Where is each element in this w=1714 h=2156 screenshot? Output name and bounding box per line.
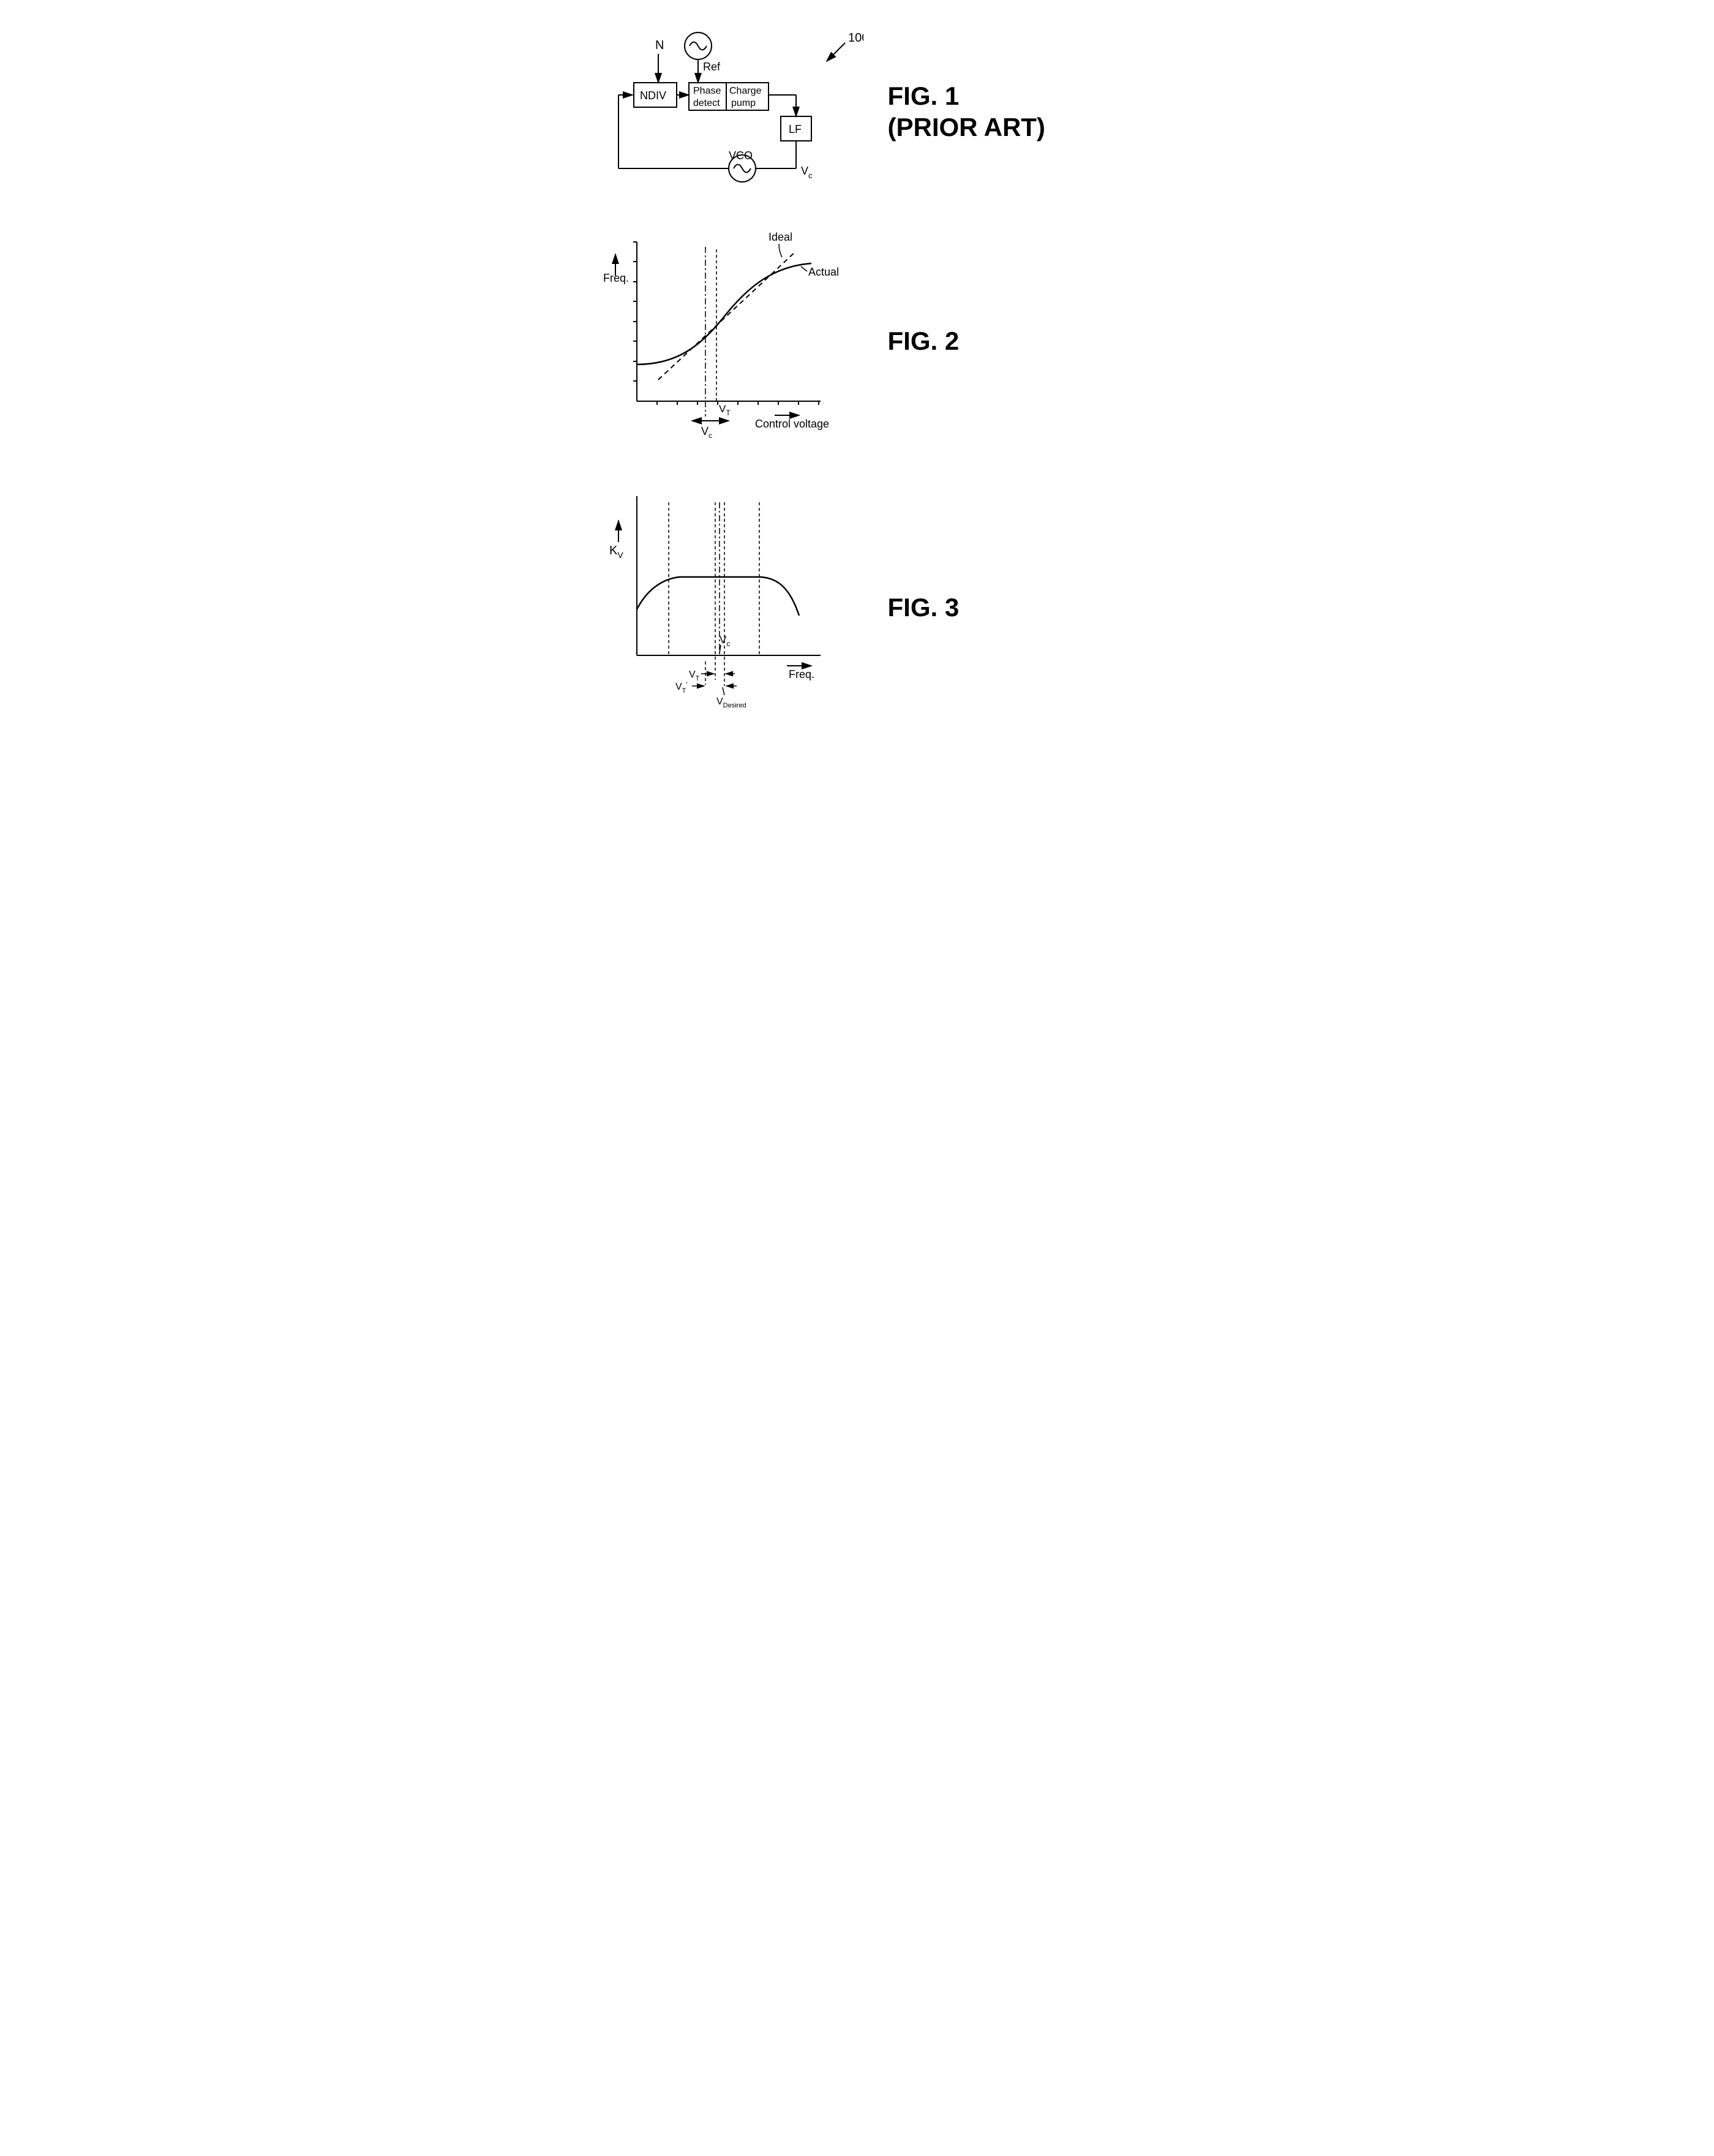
fig2-y-label: Freq. bbox=[603, 272, 629, 284]
figure-3-graphic: KV Vc bbox=[582, 484, 863, 732]
vc-label: Vc bbox=[801, 165, 813, 180]
fig3-vdes-text: VDesired bbox=[716, 696, 746, 709]
lf-text: LF bbox=[789, 123, 802, 135]
figure-1-svg: 100 N Ref NDIV Phase detect Ch bbox=[582, 24, 863, 196]
figure-3-label: FIG. 3 bbox=[863, 592, 1133, 623]
phase-text-l1: Phase bbox=[693, 86, 721, 96]
vco-osc-wave bbox=[734, 165, 751, 173]
fig3-kv-curve bbox=[637, 577, 799, 616]
fig1-label-line2: (PRIOR ART) bbox=[888, 113, 1045, 141]
cp-text-l1: Charge bbox=[729, 86, 762, 96]
fig2-ideal-line bbox=[658, 251, 796, 380]
fig2-ideal-hook bbox=[779, 244, 782, 257]
figure-3: KV Vc bbox=[582, 484, 1133, 732]
figure-2-graphic: Freq. Ideal Actual VT bbox=[582, 230, 863, 453]
figure-2-svg: Freq. Ideal Actual VT bbox=[582, 230, 863, 450]
fig2-ideal-label: Ideal bbox=[769, 231, 792, 243]
figure-2: Freq. Ideal Actual VT bbox=[582, 230, 1133, 453]
fig2-label-text: FIG. 2 bbox=[888, 326, 960, 355]
figure-1: 100 N Ref NDIV Phase detect Ch bbox=[582, 24, 1133, 199]
cp-text-l2: pump bbox=[731, 98, 756, 108]
fig3-label-text: FIG. 3 bbox=[888, 593, 960, 622]
fig2-vt-text: VT bbox=[719, 403, 731, 417]
figure-2-label: FIG. 2 bbox=[863, 326, 1133, 356]
ref-osc-wave bbox=[690, 42, 707, 50]
fig2-actual-curve bbox=[637, 263, 811, 364]
fig3-x-label: Freq. bbox=[789, 668, 814, 680]
fig3-y-label: KV bbox=[609, 544, 623, 560]
ndiv-text: NDIV bbox=[640, 89, 666, 102]
n-input-label: N bbox=[655, 39, 664, 52]
fig3-vt-text: VT bbox=[689, 669, 700, 682]
fig2-actual-label: Actual bbox=[808, 266, 839, 278]
figure-1-label: FIG. 1 (PRIOR ART) bbox=[863, 81, 1133, 143]
figure-1-graphic: 100 N Ref NDIV Phase detect Ch bbox=[582, 24, 863, 199]
fig1-label-line1: FIG. 1 bbox=[888, 81, 960, 110]
fig3-vdes-pointer bbox=[723, 687, 724, 695]
phase-text-l2: detect bbox=[693, 98, 720, 108]
ref-num-text: 100 bbox=[848, 31, 863, 45]
fig2-x-label: Control voltage bbox=[755, 418, 829, 430]
figure-3-svg: KV Vc bbox=[582, 484, 863, 729]
fig2-vc-text: Vc bbox=[701, 425, 712, 440]
ref-pointer bbox=[827, 43, 845, 61]
ref-label: Ref bbox=[703, 61, 721, 73]
fig2-actual-hook bbox=[801, 266, 807, 271]
fig3-vtp-text: VT' bbox=[675, 680, 688, 695]
